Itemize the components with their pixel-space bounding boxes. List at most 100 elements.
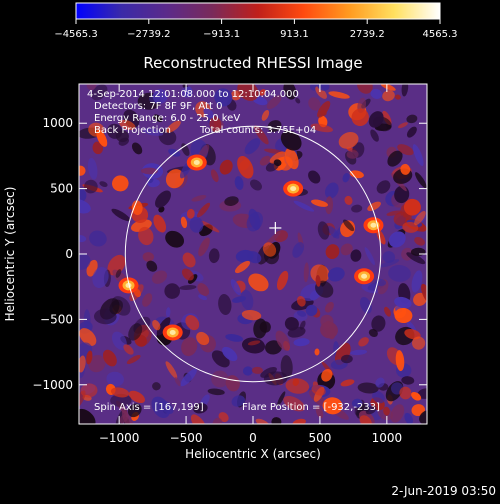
- image-texture-cell: [315, 275, 321, 287]
- image-texture-cell: [248, 208, 261, 231]
- image-texture-cell: [303, 262, 309, 283]
- image-texture-cell: [152, 89, 168, 104]
- image-texture-cell: [109, 299, 123, 315]
- image-texture-cell: [315, 86, 327, 99]
- image-texture-cell: [196, 331, 210, 346]
- image-texture-cell: [110, 387, 130, 398]
- image-texture-cell: [86, 350, 93, 365]
- y-tick-label: 0: [65, 247, 73, 261]
- image-texture-cell: [324, 182, 339, 199]
- image-texture-cell: [403, 198, 421, 216]
- image-texture-cell: [185, 315, 200, 331]
- image-texture-cell: [327, 267, 345, 282]
- x-axis-ticks: −1000 −500 0 500 1000: [99, 84, 402, 445]
- bright-source-core: [290, 186, 297, 192]
- image-texture-cell: [322, 397, 343, 415]
- image-texture-cell: [209, 116, 222, 133]
- image-texture-cell: [138, 226, 154, 246]
- image-texture-cell: [182, 252, 196, 268]
- image-texture-cell: [283, 395, 305, 412]
- image-texture-cell: [240, 289, 254, 311]
- image-texture-cell: [180, 368, 197, 387]
- y-axis-ticks: −1000 −500 0 500 1000: [32, 116, 427, 392]
- image-texture-cell: [260, 366, 277, 378]
- image-texture-cell: [277, 391, 286, 407]
- bright-source-core: [193, 159, 200, 165]
- image-texture-cell: [359, 297, 372, 314]
- image-texture-cell: [234, 176, 244, 191]
- image-texture-cell: [165, 307, 171, 318]
- image-texture-cell: [295, 97, 301, 104]
- colorbar-tick-label: 4565.3: [423, 29, 458, 40]
- image-texture-cell: [259, 321, 271, 333]
- image-texture-cell: [273, 159, 282, 167]
- image-texture-cell: [397, 144, 414, 156]
- image-texture-cell: [112, 175, 129, 192]
- image-texture-cell: [314, 348, 320, 356]
- image-texture-cell: [400, 163, 411, 175]
- image-texture-cell: [218, 293, 232, 316]
- image-texture-cell: [251, 366, 263, 374]
- image-texture-cell: [91, 84, 108, 101]
- image-texture-cell: [248, 273, 269, 292]
- image-texture-cell: [131, 142, 143, 155]
- image-texture-cell: [131, 200, 143, 216]
- image-texture-cell: [269, 151, 286, 164]
- image-texture-cell: [394, 296, 412, 309]
- image-texture-cell: [165, 361, 178, 379]
- annotation-energy-range: Energy Range: 6.0 - 25.0 keV: [94, 113, 240, 124]
- image-texture-cell: [151, 396, 170, 419]
- solar-limb-circle: [124, 125, 382, 383]
- image-texture-cell: [404, 412, 413, 424]
- image-texture-cell: [402, 221, 419, 233]
- image-texture-cell: [180, 216, 188, 229]
- image-texture-cell: [263, 371, 288, 386]
- image-texture-cell: [158, 128, 177, 146]
- annotation-flare-position: Flare Position = [-932,-233]: [242, 402, 380, 413]
- image-texture-cell: [341, 354, 353, 364]
- image-texture-cell: [79, 253, 91, 270]
- y-tick-label: −500: [40, 312, 73, 326]
- image-texture-cell: [191, 194, 207, 202]
- image-texture-cell: [189, 216, 204, 233]
- y-axis-label: Heliocentric Y (arcsec): [3, 187, 17, 322]
- image-texture-cell: [340, 243, 353, 256]
- image-texture-cell: [99, 181, 108, 187]
- image-texture-cell: [106, 371, 124, 387]
- image-texture-cell: [371, 315, 386, 332]
- image-texture-cell: [106, 123, 123, 139]
- image-texture-cell: [196, 202, 211, 218]
- image-texture-cell: [285, 378, 310, 394]
- image-texture-cell: [128, 390, 145, 404]
- image-texture-cell: [96, 129, 108, 147]
- image-texture-cell: [158, 206, 165, 213]
- image-texture-cell: [92, 141, 104, 155]
- image-texture-cell: [357, 84, 373, 94]
- bright-source-core: [370, 222, 377, 228]
- image-texture-cell: [89, 230, 107, 247]
- image-texture-cell: [359, 415, 372, 424]
- image-texture-cell: [200, 220, 220, 233]
- image-texture-cell: [141, 167, 158, 175]
- image-texture-cell: [255, 418, 270, 424]
- image-texture-cell: [110, 393, 132, 407]
- image-texture-cell: [123, 344, 134, 355]
- spin-axis-marker: [269, 221, 282, 234]
- image-texture-cell: [253, 125, 269, 145]
- image-texture-cell: [278, 156, 293, 171]
- image-texture-cell: [327, 225, 340, 239]
- annotation-total-counts: Total counts: 3.75E+04: [199, 125, 316, 136]
- image-texture-cell: [276, 270, 289, 291]
- image-texture-cell: [412, 144, 424, 167]
- image-texture-cell: [357, 382, 379, 394]
- image-texture-cell: [79, 408, 96, 424]
- image-texture-cell: [293, 338, 310, 347]
- image-texture-cell: [320, 314, 334, 328]
- y-tick-label: −1000: [32, 378, 73, 392]
- image-texture-cell: [222, 346, 238, 362]
- bright-source-core: [169, 329, 176, 335]
- image-texture-cell: [87, 157, 98, 180]
- image-texture-cell: [79, 199, 91, 214]
- image-texture-cell: [174, 376, 181, 387]
- colorbar: [75, 2, 441, 20]
